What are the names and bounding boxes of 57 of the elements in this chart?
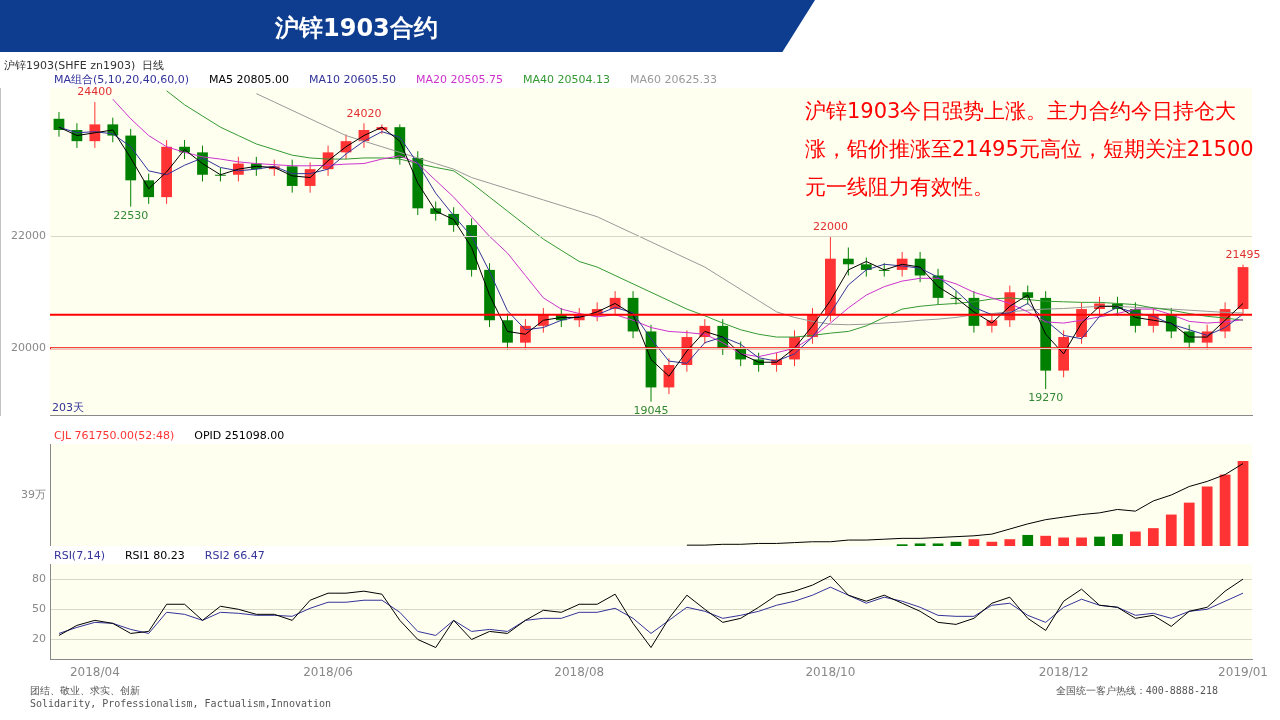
text: MA20 20505.75	[416, 72, 504, 86]
bar	[1058, 537, 1070, 546]
bar	[1130, 531, 1141, 546]
x-tick-label: 2018/12	[1038, 664, 1089, 679]
bar	[1147, 528, 1159, 546]
y-tick-label: 20000	[11, 341, 46, 355]
candlestick	[842, 247, 854, 276]
y-tick-label: 80	[32, 571, 46, 585]
text: Solidarity, Professionalism, Factualism,Innovation	[30, 698, 332, 709]
y-tick-label: 50	[32, 602, 46, 616]
bar	[1094, 536, 1105, 546]
chart-title: 沪锌1903合约	[275, 13, 438, 44]
x-tick-label: 2018/08	[554, 664, 605, 679]
text: 团结、敬业、求实、创新	[30, 684, 140, 698]
text: MA10 20605.50	[309, 72, 397, 86]
bar	[1040, 535, 1052, 546]
text: RSI1 80.23	[124, 548, 185, 562]
text: 24020	[346, 106, 382, 120]
text: 39万	[21, 487, 46, 501]
text: CJL 761750.00(52:48)	[54, 428, 175, 442]
text: MA5 20805.00	[209, 72, 290, 86]
chart-subtitle: 沪锌1903(SHFE zn1903) 日线	[4, 58, 165, 72]
text: 22000	[812, 219, 848, 233]
text: 21495	[1225, 247, 1261, 261]
bar	[1183, 502, 1195, 546]
x-tick-label: 2018/10	[805, 664, 856, 679]
bar	[1219, 474, 1231, 546]
bar	[1004, 539, 1016, 546]
text: 全国统一客户热线：400-8888-218	[1055, 684, 1218, 698]
y-tick-label: 22000	[11, 229, 46, 243]
bar	[1022, 534, 1034, 546]
bar	[968, 539, 980, 546]
bar	[932, 543, 944, 546]
x-tick-label: 2019/01	[1218, 664, 1268, 679]
bar	[914, 543, 926, 546]
x-tick-label: 2018/06	[303, 664, 353, 679]
bar	[1165, 514, 1177, 546]
text: RSI2 66.47	[204, 548, 265, 562]
legend-title: MA组合(5,10,20,40,60,0)	[54, 72, 190, 86]
text: 19045	[633, 404, 669, 418]
text: 22530	[113, 209, 149, 223]
text: MA60 20625.33	[630, 72, 718, 86]
legend-title: RSI(7,14)	[54, 548, 105, 562]
text: 19270	[1028, 391, 1064, 405]
bar	[986, 541, 998, 546]
text: 24400	[77, 85, 113, 99]
x-tick-label: 2018/04	[69, 664, 120, 679]
annotation: 沪锌1903今日强势上涨。主力合约今日持仓大涨，铅价推涨至21495元高位，短期关注21500元一线阻力有效性。	[805, 98, 1255, 201]
text: OPID 251098.00	[194, 428, 285, 442]
bar	[1237, 461, 1249, 546]
bar	[1076, 537, 1087, 546]
annotation: 203天	[52, 400, 84, 414]
y-tick-label: 20	[32, 632, 46, 646]
candlestick	[860, 257, 872, 278]
bar	[1112, 534, 1123, 546]
text: MA40 20504.13	[523, 72, 611, 86]
bar	[1201, 486, 1213, 546]
